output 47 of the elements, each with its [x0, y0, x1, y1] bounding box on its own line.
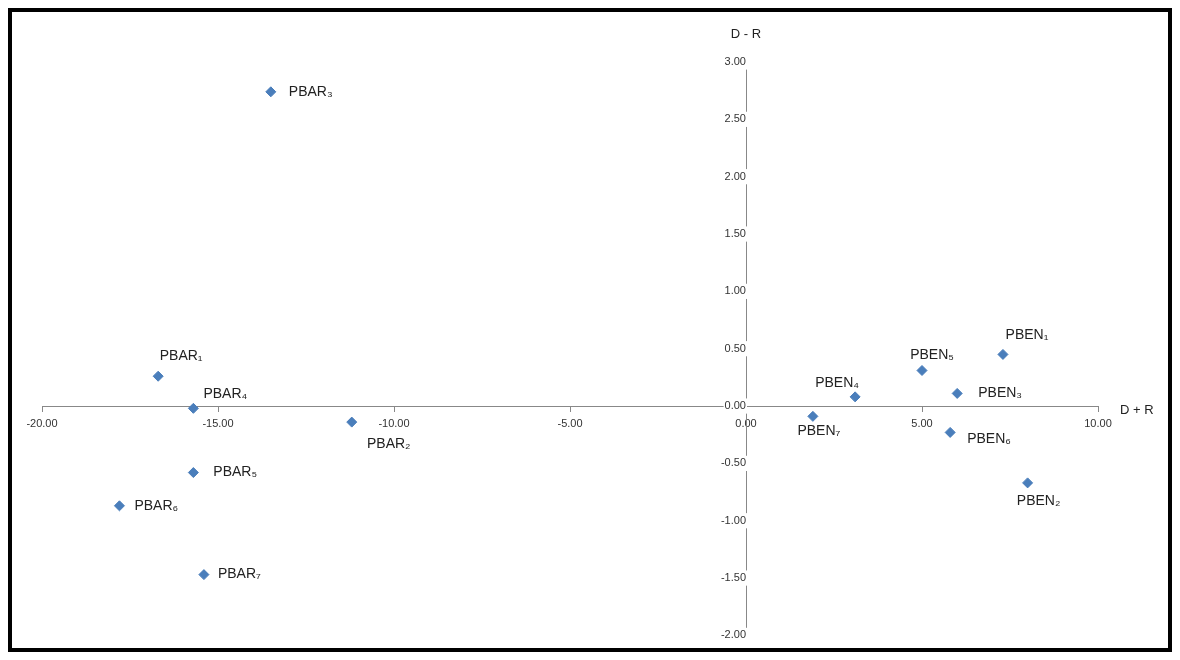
- annotation: PBEN₆: [967, 430, 1011, 447]
- y-tick-label: 2.00: [724, 169, 746, 182]
- point: [807, 410, 819, 422]
- point: [1022, 477, 1034, 489]
- y-tick-label: -2.00: [720, 628, 746, 641]
- x-tick-label: 5.00: [911, 416, 933, 429]
- annotation: PBAR₁: [159, 347, 203, 364]
- y-tick-label: 0.00: [724, 399, 746, 412]
- x-tick-label: 10.00: [1084, 416, 1112, 429]
- annotation: PBEN₅: [910, 346, 954, 363]
- point: [113, 500, 125, 512]
- x-axis-title: D + R: [1120, 401, 1154, 417]
- point: [198, 569, 210, 581]
- point: [944, 426, 956, 438]
- y-axis-title: D - R: [730, 25, 762, 41]
- annotation: PBEN₂: [1016, 491, 1061, 508]
- point: [265, 86, 277, 98]
- annotation: PBAR₂: [366, 434, 411, 451]
- point: [346, 416, 358, 428]
- annotation: PBAR₆: [134, 496, 179, 513]
- annotation: PBEN₇: [797, 422, 841, 439]
- point: [152, 370, 164, 382]
- y-tick-label: 2.50: [724, 112, 746, 125]
- annotation: PBAR₇: [217, 565, 262, 582]
- x-tick-label: -10.00: [378, 416, 410, 429]
- y-tick-label: 3.00: [724, 55, 746, 68]
- point: [187, 467, 199, 479]
- point: [849, 391, 861, 403]
- x-tick-label: -20.00: [26, 416, 58, 429]
- point: [187, 402, 199, 414]
- annotation: PBAR₃: [288, 82, 333, 99]
- y-tick-label: 0.50: [724, 341, 746, 354]
- y-tick-label: 1.50: [724, 227, 746, 240]
- point: [951, 387, 963, 399]
- annotation: PBEN₁: [1005, 326, 1049, 343]
- annotation: PBAR₅: [213, 463, 258, 480]
- y-tick-label: -0.50: [720, 456, 746, 469]
- y-tick-label: 1.00: [724, 284, 746, 297]
- point: [916, 364, 928, 376]
- annotation: PBEN₃: [978, 384, 1023, 401]
- annotation: PBEN₄: [815, 373, 860, 390]
- x-tick-label: -15.00: [202, 416, 234, 429]
- annotation: PBAR₄: [203, 385, 248, 402]
- x-tick-label: -5.00: [557, 416, 583, 429]
- y-tick-label: -1.50: [720, 571, 746, 584]
- point: [997, 348, 1009, 360]
- y-tick-label: -1.00: [720, 513, 746, 526]
